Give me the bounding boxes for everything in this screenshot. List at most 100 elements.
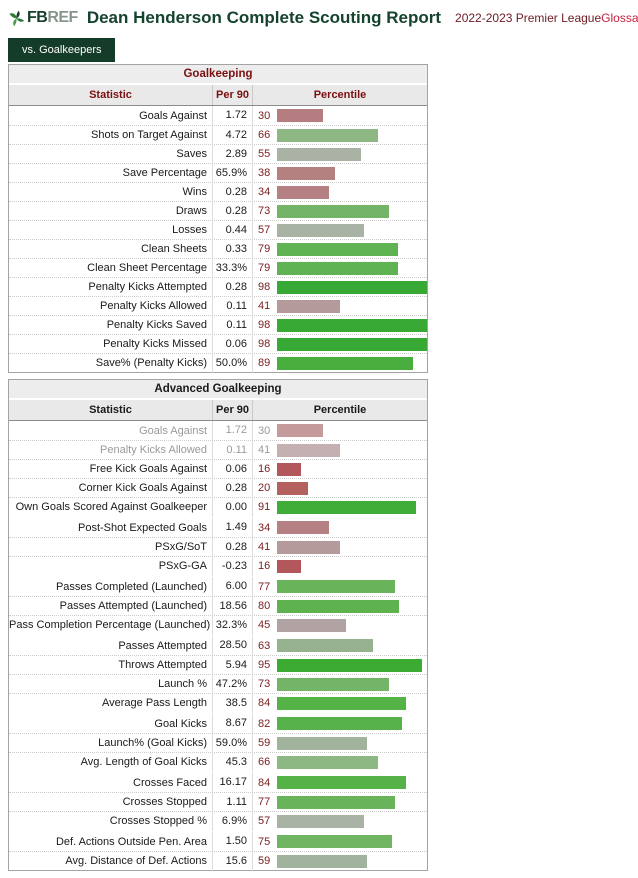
percentile-cell: 98 bbox=[252, 334, 427, 354]
stat-label: Penalty Kicks Allowed bbox=[100, 300, 207, 312]
stat-label: Avg. Distance of Def. Actions bbox=[65, 855, 207, 867]
percentile-value: 89 bbox=[258, 357, 271, 369]
percentile-cell: 89 bbox=[252, 353, 427, 373]
percentile-value: 16 bbox=[258, 463, 271, 475]
percentile-cell: 38 bbox=[252, 163, 427, 183]
percentile-value: 34 bbox=[258, 521, 271, 534]
stat-label: Pass Completion Percentage (Launched) bbox=[9, 619, 211, 631]
percentile-value: 57 bbox=[258, 815, 271, 827]
stat-row: Passes Completed (Launched) 6.00 77 bbox=[9, 577, 427, 596]
percentile-bar bbox=[277, 540, 340, 554]
percentile-cell: 98 bbox=[252, 315, 427, 335]
stat-row: Losses 0.44 57 bbox=[9, 220, 427, 240]
per90-value: 45.3 bbox=[212, 752, 252, 772]
stat-label: Def. Actions Outside Pen. Area bbox=[55, 835, 207, 848]
table-advanced-goalkeeping: Advanced Goalkeeping Statistic Per 90 Perce… bbox=[8, 379, 428, 871]
table-title: Goalkeeping bbox=[9, 65, 427, 85]
stat-group: Passes Attempted 28.50 63 Throws Attempted 5… bbox=[9, 636, 427, 713]
per90-value: 1.49 bbox=[212, 518, 252, 537]
per90-value: 0.11 bbox=[212, 315, 252, 335]
percentile-value: 30 bbox=[258, 109, 271, 122]
page-header: FB REF Dean Henderson Complete Scouting R… bbox=[0, 0, 638, 30]
per90-value: 1.72 bbox=[212, 421, 252, 440]
percentile-bar bbox=[277, 166, 335, 180]
percentile-cell: 75 bbox=[252, 832, 427, 851]
percentile-bar bbox=[277, 599, 399, 613]
tab-vs-goalkeepers[interactable]: vs. Goalkeepers bbox=[8, 38, 116, 62]
stat-row: Penalty Kicks Saved 0.11 98 bbox=[9, 315, 427, 335]
stat-row: Crosses Faced 16.17 84 bbox=[9, 773, 427, 792]
column-header-stat: Statistic bbox=[89, 404, 132, 416]
percentile-bar bbox=[277, 755, 378, 769]
stat-row: Launch% (Goal Kicks) 59.0% 59 bbox=[9, 733, 427, 753]
percentile-value: 77 bbox=[258, 796, 271, 808]
percentile-value: 98 bbox=[258, 319, 271, 331]
group-separator bbox=[9, 771, 427, 773]
column-header-pct: Percentile bbox=[252, 400, 427, 420]
fbref-logo[interactable]: FB REF bbox=[8, 9, 78, 27]
percentile-cell: 77 bbox=[252, 577, 427, 596]
stat-row: Save Percentage 65.9% 38 bbox=[9, 163, 427, 183]
percentile-value: 20 bbox=[258, 482, 271, 494]
percentile-cell: 63 bbox=[252, 636, 427, 655]
per90-value: 0.28 bbox=[212, 201, 252, 221]
percentile-cell: 45 bbox=[252, 615, 427, 635]
stat-row: Corner Kick Goals Against 0.28 20 bbox=[9, 478, 427, 498]
stat-row: Pass Completion Percentage (Launched) 32.… bbox=[9, 615, 427, 635]
percentile-bar bbox=[277, 261, 398, 275]
percentile-cell: 16 bbox=[252, 556, 427, 576]
column-header-per90: Per 90 bbox=[212, 400, 252, 420]
percentile-value: 82 bbox=[258, 717, 271, 730]
stat-label: Crosses Faced bbox=[133, 776, 207, 789]
percentile-bar bbox=[277, 299, 340, 313]
per90-value: 0.28 bbox=[212, 277, 252, 297]
per90-value: 1.50 bbox=[212, 832, 252, 851]
group-separator bbox=[9, 830, 427, 832]
percentile-value: 98 bbox=[258, 281, 271, 293]
stat-label: Goals Against bbox=[139, 424, 207, 437]
per90-value: 65.9% bbox=[212, 163, 252, 183]
percentile-value: 79 bbox=[258, 243, 271, 255]
glossary-link[interactable]: Glossary bbox=[601, 11, 638, 25]
per90-value: 0.33 bbox=[212, 239, 252, 259]
stat-label: Save Percentage bbox=[122, 167, 207, 179]
percentile-value: 73 bbox=[258, 205, 271, 217]
percentile-value: 84 bbox=[258, 697, 271, 709]
per90-value: 0.06 bbox=[212, 459, 252, 479]
percentile-cell: 84 bbox=[252, 773, 427, 792]
percentile-cell: 77 bbox=[252, 792, 427, 812]
stat-group: Def. Actions Outside Pen. Area 1.50 75 Avg.… bbox=[9, 832, 427, 871]
percentile-cell: 41 bbox=[252, 537, 427, 557]
percentile-cell: 82 bbox=[252, 714, 427, 733]
group-separator bbox=[9, 712, 427, 714]
stat-label: Clean Sheet Percentage bbox=[87, 262, 207, 274]
stat-label: Launch% (Goal Kicks) bbox=[98, 737, 207, 749]
stat-label: Goal Kicks bbox=[154, 717, 207, 730]
column-header-row: Statistic Per 90 Percentile bbox=[9, 85, 427, 106]
percentile-cell: 73 bbox=[252, 201, 427, 221]
per90-value: 1.11 bbox=[212, 792, 252, 812]
stat-row: Free Kick Goals Against 0.06 16 bbox=[9, 459, 427, 479]
percentile-bar bbox=[277, 618, 346, 632]
percentile-value: 79 bbox=[258, 262, 271, 274]
percentile-value: 59 bbox=[258, 737, 271, 749]
percentile-cell: 34 bbox=[252, 182, 427, 202]
percentile-cell: 59 bbox=[252, 851, 427, 871]
percentile-cell: 16 bbox=[252, 459, 427, 479]
percentile-bar bbox=[277, 835, 392, 848]
percentile-value: 34 bbox=[258, 186, 271, 198]
stat-row: Penalty Kicks Allowed 0.11 41 bbox=[9, 296, 427, 316]
stat-row: Avg. Length of Goal Kicks 45.3 66 bbox=[9, 752, 427, 772]
per90-value: 0.11 bbox=[212, 296, 252, 316]
table-title: Advanced Goalkeeping bbox=[9, 380, 427, 400]
percentile-value: 41 bbox=[258, 300, 271, 312]
percentile-bar bbox=[277, 696, 406, 710]
per90-value: 38.5 bbox=[212, 693, 252, 713]
stat-group: Passes Completed (Launched) 6.00 77 Passes … bbox=[9, 577, 427, 635]
stat-label: Wins bbox=[182, 186, 207, 198]
percentile-value: 41 bbox=[258, 444, 271, 456]
stat-row: Goals Against 1.72 30 bbox=[9, 106, 427, 125]
percentile-bar bbox=[277, 795, 395, 809]
stat-group: Goal Kicks 8.67 82 Launch% (Goal Kicks) 59.0… bbox=[9, 714, 427, 772]
per90-value: 6.9% bbox=[212, 811, 252, 831]
